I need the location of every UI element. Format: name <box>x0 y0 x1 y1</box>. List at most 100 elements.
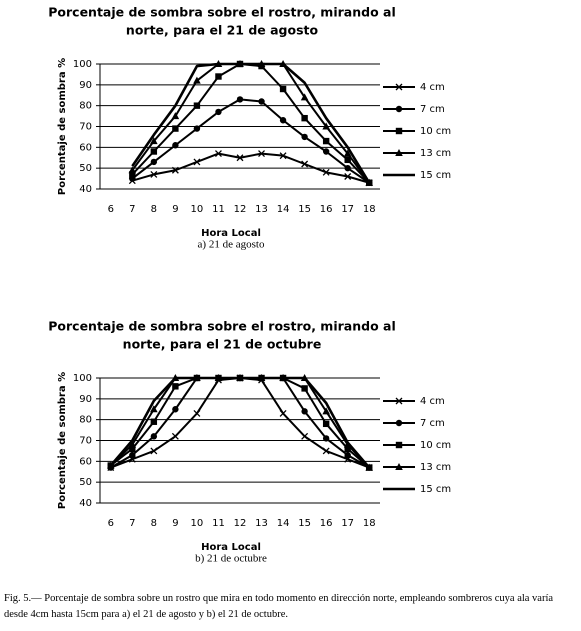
x-tick-label: 13 <box>255 204 268 215</box>
marker <box>344 156 351 164</box>
marker <box>215 73 222 80</box>
x-tick-label: 7 <box>129 204 135 215</box>
x-tick-label: 11 <box>212 204 225 215</box>
marker <box>215 150 222 158</box>
y-tick-label: 70 <box>79 122 92 133</box>
marker <box>129 171 136 178</box>
legend-label: 15 cm <box>420 484 451 495</box>
x-tick-label: 8 <box>151 204 157 215</box>
x-tick-label: 17 <box>341 204 354 215</box>
marker <box>150 433 158 440</box>
y-axis-label: Porcentaje de sombra % <box>57 372 68 509</box>
legend-label: 13 cm <box>420 462 451 473</box>
marker <box>301 385 308 392</box>
subcaption: b) 21 de octubre <box>195 553 267 565</box>
legend-label: 4 cm <box>420 396 445 407</box>
x-tick-label: 18 <box>363 204 376 215</box>
x-tick-label: 16 <box>320 518 333 529</box>
marker <box>343 149 352 157</box>
marker <box>129 445 136 453</box>
y-tick-label: 60 <box>79 142 92 153</box>
x-tick-label: 13 <box>255 518 268 529</box>
chart-title: Porcentaje de sombra sobre el rostro, mi… <box>48 319 395 334</box>
series-line <box>132 152 370 184</box>
series-line <box>131 62 371 184</box>
legend-label: 10 cm <box>420 126 451 137</box>
marker <box>193 102 201 109</box>
y-tick-label: 80 <box>79 101 92 112</box>
series-line <box>110 377 370 469</box>
x-axis-label: Hora Local <box>201 228 261 239</box>
marker <box>172 125 179 132</box>
x-tick-label: 14 <box>277 204 290 215</box>
marker <box>150 405 158 413</box>
x-tick-label: 7 <box>129 518 135 529</box>
y-tick-label: 80 <box>79 415 92 426</box>
series-line <box>131 98 370 184</box>
marker <box>193 125 201 132</box>
x-tick-label: 11 <box>212 518 225 529</box>
marker <box>193 76 201 84</box>
marker <box>322 420 330 428</box>
marker <box>236 154 244 162</box>
marker <box>279 117 287 124</box>
marker <box>193 158 201 166</box>
marker <box>395 105 403 113</box>
marker <box>322 122 330 130</box>
marker <box>322 435 330 442</box>
marker <box>395 463 403 470</box>
x-tick-label: 15 <box>298 518 311 529</box>
chart-title: Porcentaje de sombra sobre el rostro, mi… <box>48 5 395 20</box>
marker <box>300 93 309 101</box>
series-line <box>131 63 371 184</box>
marker <box>322 148 330 155</box>
legend-label: 7 cm <box>420 418 445 429</box>
x-tick-label: 6 <box>108 204 114 215</box>
series-line <box>110 377 370 469</box>
marker <box>150 447 158 455</box>
y-tick-label: 50 <box>79 163 92 174</box>
legend-label: 4 cm <box>420 82 445 93</box>
charts: Porcentaje de sombra sobre el rostro, mi… <box>48 5 451 565</box>
marker <box>344 445 351 453</box>
x-axis-label: Hora Local <box>201 542 261 553</box>
x-tick-label: 12 <box>234 518 247 529</box>
y-tick-label: 40 <box>79 184 92 195</box>
marker <box>395 419 403 427</box>
legend-label: 7 cm <box>420 104 445 115</box>
marker <box>395 83 403 91</box>
x-tick-label: 10 <box>191 518 204 529</box>
marker <box>279 409 287 417</box>
marker <box>344 164 351 172</box>
marker <box>301 160 309 168</box>
marker <box>215 108 222 116</box>
x-tick-label: 14 <box>277 518 290 529</box>
legend-label: 13 cm <box>420 148 451 159</box>
marker <box>128 440 137 448</box>
legend-label: 10 cm <box>420 440 451 451</box>
x-tick-label: 6 <box>108 518 114 529</box>
marker <box>128 166 137 174</box>
marker <box>279 85 287 93</box>
marker <box>172 406 179 413</box>
chart-title: norte, para el 21 de agosto <box>126 23 319 38</box>
marker <box>395 441 403 449</box>
marker <box>171 432 179 440</box>
y-tick-label: 90 <box>79 394 92 405</box>
y-tick-label: 100 <box>73 373 92 384</box>
x-tick-label: 12 <box>234 204 247 215</box>
marker <box>150 158 158 166</box>
marker <box>301 408 308 415</box>
marker <box>322 407 330 415</box>
marker <box>395 149 403 156</box>
chart-title: norte, para el 21 de octubre <box>123 337 322 352</box>
marker <box>344 173 352 180</box>
marker <box>301 133 308 141</box>
marker <box>193 409 201 417</box>
marker <box>172 142 179 149</box>
marker <box>129 451 136 459</box>
x-tick-label: 9 <box>172 518 178 529</box>
series-line <box>109 376 371 469</box>
marker <box>171 166 179 174</box>
marker <box>172 383 179 390</box>
